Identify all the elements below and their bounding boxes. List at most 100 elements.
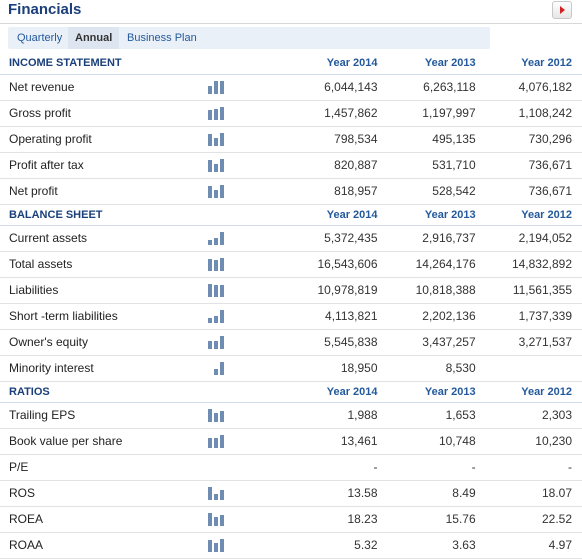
trend-bar: [213, 316, 218, 323]
bar-chart-icon[interactable]: [207, 284, 230, 297]
tab-business-plan[interactable]: Business Plan: [127, 32, 197, 44]
trend-bar: [207, 284, 212, 297]
trend-bar: [219, 81, 224, 94]
value-cell: 1,457,862: [285, 100, 384, 127]
trend-bar: [213, 543, 218, 552]
year-header: Year 2014: [285, 53, 384, 75]
row-label: Net profit: [0, 178, 201, 205]
value-cell: 2,194,052: [481, 225, 582, 252]
value-cell: 10,230: [481, 428, 582, 455]
trend-bar: [213, 81, 218, 94]
value-cell: 3,271,537: [481, 329, 582, 356]
year-header: Year 2014: [285, 381, 384, 403]
bar-chart-icon[interactable]: [207, 487, 230, 500]
table-row: Minority interest 18,950 8,530: [0, 355, 582, 382]
table-row: Profit after tax 820,887 531,710 736,671: [0, 152, 582, 179]
trend-bar: [207, 438, 212, 448]
table-row: Book value per share 13,461 10,748 10,230: [0, 428, 582, 455]
row-label: Operating profit: [0, 126, 201, 153]
value-cell: 531,710: [383, 152, 482, 179]
table-row: Short -term liabilities 4,113,821 2,202,13…: [0, 303, 582, 330]
year-header: Year 2013: [383, 381, 482, 403]
table-row: Current assets 5,372,435 2,916,737 2,194,05…: [0, 225, 582, 252]
row-label: Minority interest: [0, 355, 201, 382]
value-cell: 11,561,355: [481, 277, 582, 304]
value-cell: 736,671: [481, 178, 582, 205]
bar-chart-icon[interactable]: [207, 107, 230, 120]
year-header: Year 2014: [285, 204, 384, 226]
bar-chart-icon[interactable]: [207, 539, 230, 552]
trend-cell: [200, 251, 286, 278]
value-cell: 13.58: [285, 480, 384, 507]
bar-chart-icon[interactable]: [207, 435, 230, 448]
bar-chart-icon[interactable]: [207, 409, 230, 422]
trend-bar: [219, 515, 224, 526]
table-row: Operating profit 798,534 495,135 730,296: [0, 126, 582, 153]
trend-bar: [213, 164, 218, 172]
value-cell: 5.32: [285, 532, 384, 559]
trend-bar: [207, 341, 212, 349]
value-cell: 16,543,606: [285, 251, 384, 278]
trend-cell: [200, 480, 286, 507]
trend-bar: [213, 109, 218, 120]
value-cell: 5,545,838: [285, 329, 384, 356]
value-cell: 18,950: [285, 355, 384, 382]
trend-bar: [213, 369, 218, 375]
trend-bar: [207, 240, 212, 245]
tab-annual[interactable]: Annual: [68, 27, 120, 49]
trend-bar: [213, 190, 218, 198]
trend-bar: [207, 259, 212, 271]
trend-cell: [200, 402, 286, 429]
value-cell: 3.63: [383, 532, 482, 559]
bar-chart-icon[interactable]: [207, 232, 230, 245]
value-cell: 14,832,892: [481, 251, 582, 278]
widget-title: Financials: [8, 1, 82, 18]
trend-bar: [219, 133, 224, 146]
widget-header: Financials: [0, 0, 582, 24]
value-cell: 820,887: [285, 152, 384, 179]
trend-bar: [207, 186, 212, 198]
value-cell: 1,197,997: [383, 100, 482, 127]
bar-chart-icon[interactable]: [207, 310, 230, 323]
tab-quarterly[interactable]: Quarterly: [17, 32, 63, 44]
row-label: Short -term liabilities: [0, 303, 201, 330]
bar-chart-icon[interactable]: [208, 362, 230, 375]
period-tabs: Quarterly Annual Business Plan: [8, 27, 490, 49]
table-row: ROEA 18.23 15.76 22.52: [0, 506, 582, 533]
trend-cell: [200, 152, 286, 179]
bar-chart-icon[interactable]: [207, 185, 230, 198]
trend-bar: [219, 336, 224, 349]
value-cell: 15.76: [383, 506, 482, 533]
trend-bar: [213, 260, 218, 271]
trend-bar: [207, 409, 212, 422]
value-cell: 10,748: [383, 428, 482, 455]
row-label: ROS: [0, 480, 201, 507]
trend-bar: [219, 159, 224, 172]
bar-chart-icon[interactable]: [207, 336, 230, 349]
trend-bar: [207, 134, 212, 146]
value-cell: -: [383, 454, 482, 481]
bar-chart-icon[interactable]: [207, 133, 230, 146]
bar-chart-icon[interactable]: [207, 159, 230, 172]
bar-chart-icon[interactable]: [207, 258, 230, 271]
section-title: RATIOS: [0, 381, 201, 403]
collapse-button[interactable]: [552, 1, 572, 19]
value-cell: 1,988: [285, 402, 384, 429]
row-label: Profit after tax: [0, 152, 201, 179]
bar-chart-icon[interactable]: [207, 81, 230, 94]
table-row: Net revenue 6,044,143 6,263,118 4,076,182: [0, 74, 582, 101]
value-cell: 5,372,435: [285, 225, 384, 252]
trend-cell: [200, 225, 286, 252]
bar-chart-icon[interactable]: [207, 513, 230, 526]
value-cell: -: [481, 454, 582, 481]
value-cell: 1,737,339: [481, 303, 582, 330]
table-row: ROS 13.58 8.49 18.07: [0, 480, 582, 507]
trend-cell: [200, 329, 286, 356]
table-row: Net profit 818,957 528,542 736,671: [0, 178, 582, 205]
trend-bar: [219, 539, 224, 552]
trend-bar: [207, 86, 212, 94]
value-cell: 8,530: [383, 355, 482, 382]
row-label: Current assets: [0, 225, 201, 252]
trend-bar: [213, 238, 218, 245]
trend-bar: [219, 232, 224, 245]
